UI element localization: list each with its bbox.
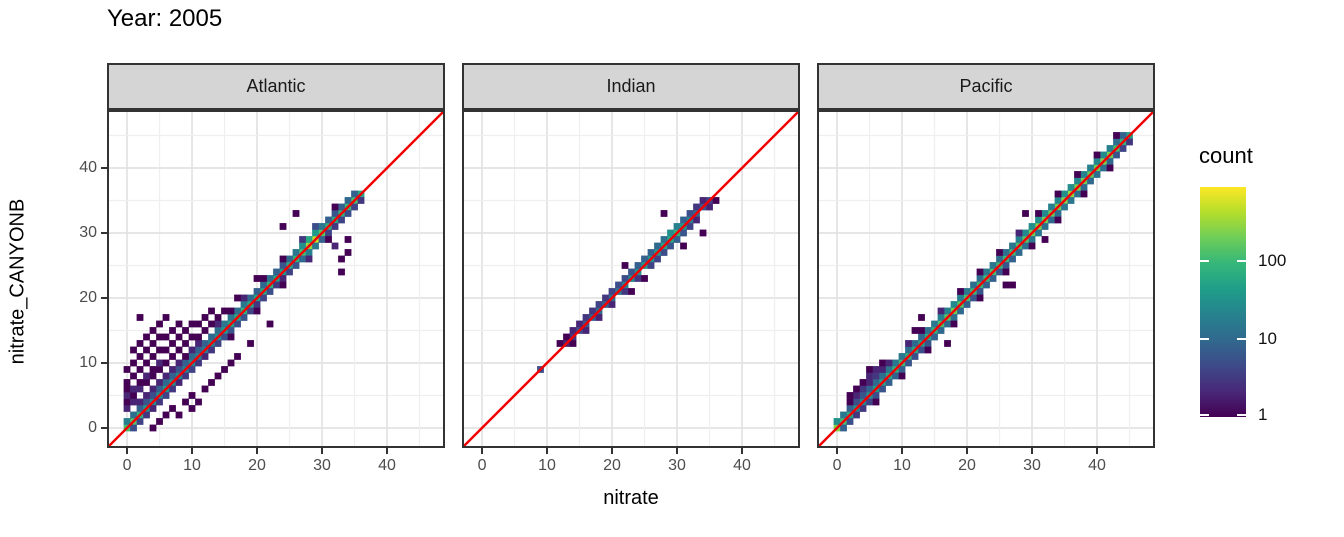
legend-tick-mark bbox=[1237, 414, 1246, 416]
x-axis-label: nitrate bbox=[603, 487, 659, 509]
legend-colorbar bbox=[1200, 187, 1246, 417]
x-tick-label: 0 bbox=[122, 457, 132, 474]
x-tick-mark bbox=[386, 448, 389, 454]
facet-strip-label: Atlantic bbox=[246, 76, 306, 96]
legend-tick-label: 10 bbox=[1258, 329, 1277, 349]
x-tick-mark bbox=[836, 448, 839, 454]
x-tick-label: 10 bbox=[893, 457, 911, 474]
x-tick-mark bbox=[321, 448, 324, 454]
facet-panel-pacific-canvas bbox=[817, 110, 1155, 448]
facet-strip-indian: Indian bbox=[462, 63, 800, 110]
y-axis-label: nitrate_CANYONB bbox=[6, 198, 29, 365]
legend-tick-label: 100 bbox=[1258, 251, 1287, 271]
facet-strip-atlantic: Atlantic bbox=[107, 63, 445, 110]
x-tick-mark bbox=[546, 448, 549, 454]
x-tick-label: 10 bbox=[183, 457, 201, 474]
y-tick-label: 30 bbox=[79, 223, 97, 241]
x-tick-mark bbox=[966, 448, 969, 454]
plot-title: Year: 2005 bbox=[107, 5, 223, 32]
x-tick-label: 0 bbox=[477, 457, 487, 474]
y-tick-mark bbox=[101, 166, 107, 169]
legend-tick-label: 1 bbox=[1258, 405, 1268, 424]
x-tick-label: 20 bbox=[958, 457, 976, 474]
x-tick-label: 20 bbox=[248, 457, 266, 474]
facet-panel-pacific bbox=[817, 110, 1155, 448]
x-tick-mark bbox=[126, 448, 129, 454]
facet-panel-atlantic-canvas bbox=[107, 110, 445, 448]
legend-tick-mark bbox=[1200, 338, 1209, 341]
x-tick-mark bbox=[676, 448, 679, 454]
facet-strip-pacific: Pacific bbox=[817, 63, 1155, 110]
y-tick-mark bbox=[101, 231, 107, 234]
x-tick-mark bbox=[256, 448, 259, 454]
legend-tick-mark bbox=[1237, 260, 1246, 263]
facet-strip-label: Indian bbox=[606, 76, 656, 96]
x-tick-label: 40 bbox=[378, 457, 396, 474]
y-tick-mark bbox=[101, 426, 107, 429]
y-tick-mark bbox=[101, 361, 107, 364]
facet-panel-indian bbox=[462, 110, 800, 448]
x-tick-mark bbox=[1031, 448, 1034, 454]
x-tick-mark bbox=[1096, 448, 1099, 454]
facet-panel-indian-canvas bbox=[462, 110, 800, 448]
y-tick-label: 20 bbox=[79, 288, 97, 306]
x-tick-mark bbox=[191, 448, 194, 454]
x-tick-label: 0 bbox=[832, 457, 842, 474]
y-tick-label: 40 bbox=[79, 158, 97, 176]
x-tick-label: 30 bbox=[668, 457, 686, 474]
legend-tick-mark bbox=[1200, 260, 1209, 263]
y-tick-label: 10 bbox=[79, 353, 97, 371]
x-tick-label: 30 bbox=[313, 457, 331, 474]
legend-tick-mark bbox=[1237, 338, 1246, 341]
y-tick-mark bbox=[101, 296, 107, 299]
facet-panel-atlantic bbox=[107, 110, 445, 448]
y-tick-label: 0 bbox=[88, 418, 97, 436]
x-tick-label: 20 bbox=[603, 457, 621, 474]
x-tick-label: 40 bbox=[733, 457, 751, 474]
x-tick-label: 10 bbox=[538, 457, 556, 474]
x-tick-label: 30 bbox=[1023, 457, 1041, 474]
x-tick-label: 40 bbox=[1088, 457, 1106, 474]
facet-strip-label: Pacific bbox=[959, 76, 1013, 96]
x-tick-mark bbox=[481, 448, 484, 454]
legend-title: count bbox=[1199, 143, 1253, 168]
legend-tick-mark bbox=[1200, 414, 1209, 416]
x-tick-mark bbox=[741, 448, 744, 454]
x-tick-mark bbox=[901, 448, 904, 454]
x-tick-mark bbox=[611, 448, 614, 454]
